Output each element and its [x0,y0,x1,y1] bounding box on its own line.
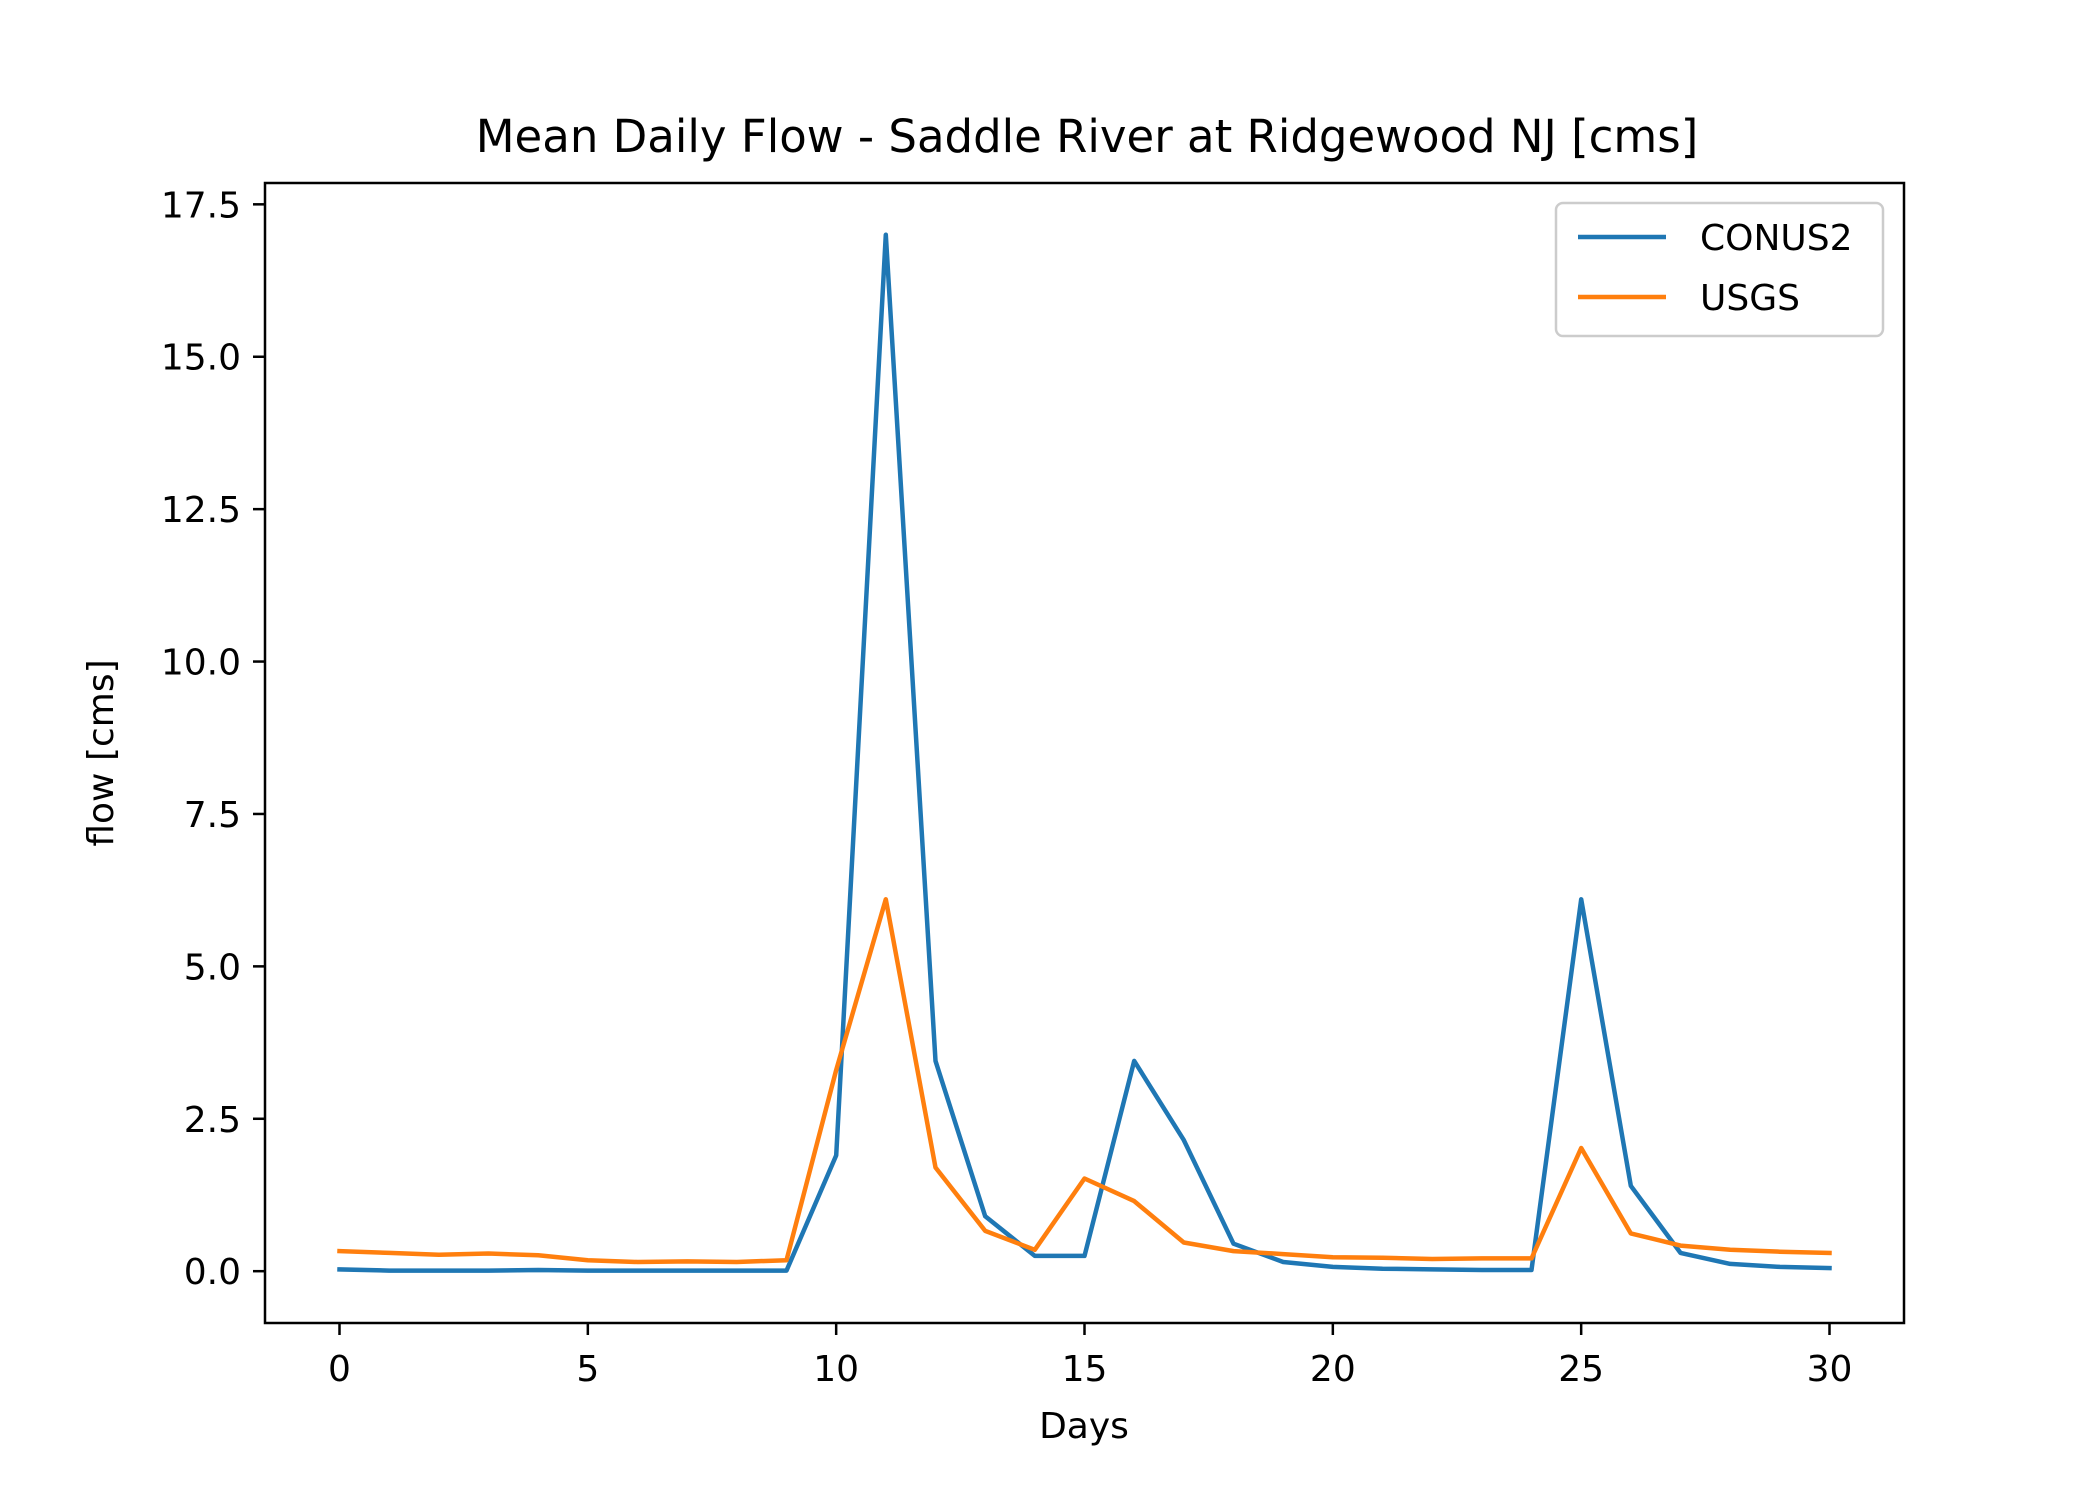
y-tick-label: 10.0 [161,643,241,684]
legend: CONUS2 USGS [1554,201,1885,338]
y-axis-label: flow [cms] [81,659,122,846]
x-tick-label: 30 [1807,1349,1853,1390]
series-layer [337,232,1832,1273]
y-tick-label: 17.5 [161,185,241,226]
x-tick-label: 10 [813,1349,859,1390]
y-tick-label: 2.5 [184,1100,241,1141]
series-line-conus2 [337,232,1832,1273]
plot-area: 0 5 10 15 20 25 30 0.0 2.5 5.0 7.5 10.0 12.5 15.0 17.… [161,181,1906,1390]
x-axis-label: Days [1039,1406,1129,1447]
x-tick-label: 5 [576,1349,599,1390]
x-tick-label: 0 [328,1349,351,1390]
x-tick-label: 15 [1062,1349,1108,1390]
y-tick-label: 12.5 [161,490,241,531]
chart-title: Mean Daily Flow - Saddle River at Ridgew… [476,110,1699,163]
y-tick-label: 7.5 [184,795,241,836]
series-line-usgs [337,897,1832,1265]
y-axis-ticks: 0.0 2.5 5.0 7.5 10.0 12.5 15.0 17.5 [161,185,265,1293]
legend-label-conus2: CONUS2 [1700,218,1853,259]
legend-items: CONUS2 USGS [1578,218,1853,319]
y-tick-label: 15.0 [161,338,241,379]
y-tick-label: 0.0 [184,1252,241,1293]
x-tick-label: 20 [1310,1349,1356,1390]
legend-label-usgs: USGS [1700,278,1800,319]
x-axis-ticks: 0 5 10 15 20 25 30 [328,1323,1852,1390]
y-tick-label: 5.0 [184,947,241,988]
x-tick-label: 25 [1558,1349,1604,1390]
